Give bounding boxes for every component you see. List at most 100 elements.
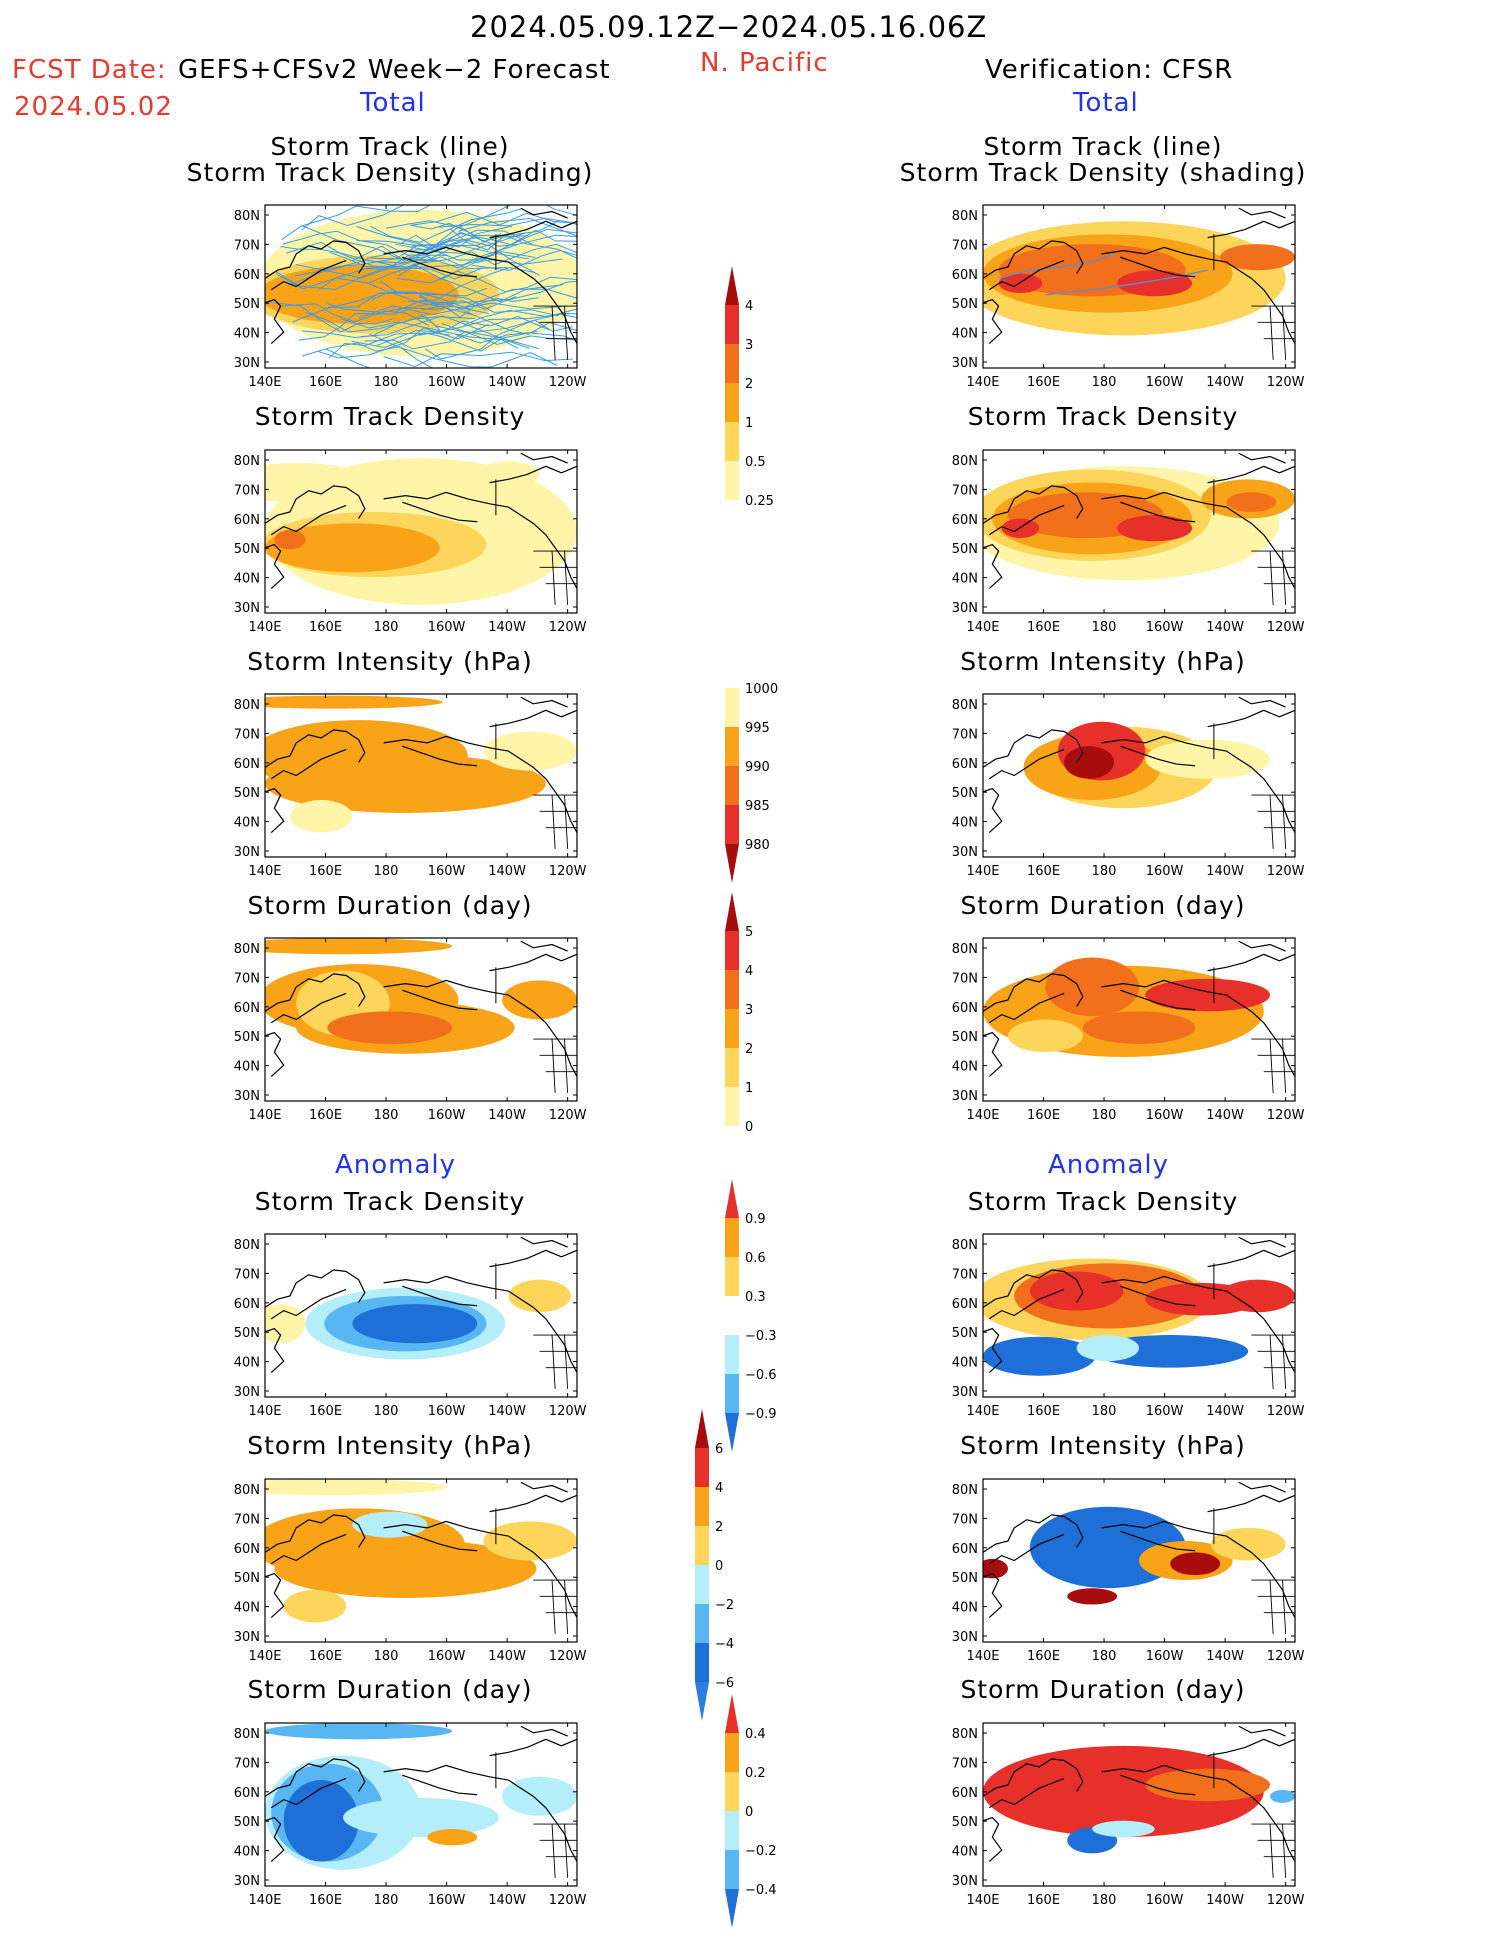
- field-region: [1270, 1789, 1295, 1803]
- lat-tick-label: 70N: [234, 971, 260, 986]
- field-region: [265, 523, 440, 573]
- storm-track-line: [421, 297, 539, 318]
- colorbar-swatch: [725, 344, 739, 383]
- lat-tick-label: 60N: [952, 513, 978, 528]
- lon-tick-label: 160E: [1027, 620, 1060, 635]
- lat-tick-label: 30N: [234, 1874, 260, 1889]
- lat-tick-label: 80N: [234, 1483, 260, 1498]
- lon-tick-label: 120W: [549, 375, 587, 390]
- lat-tick-label: 60N: [234, 1297, 260, 1312]
- lat-tick-label: 30N: [234, 356, 260, 371]
- title-track-line-left: Storm Track (line): [270, 132, 510, 161]
- period-title: 2024.05.09.12Z−2024.05.16.06Z: [470, 10, 988, 44]
- storm-track-line: [455, 332, 577, 344]
- lon-tick-label: 180: [1092, 864, 1117, 879]
- colorbar-swatch: [725, 805, 739, 844]
- colorbar-swatch: [725, 1296, 739, 1335]
- field-region: [1001, 518, 1040, 539]
- lat-tick-label: 50N: [952, 1030, 978, 1045]
- field-region: [483, 731, 577, 771]
- colorbar-swatch: [725, 1733, 739, 1772]
- section-total-right: Total: [1073, 88, 1139, 118]
- colorbar-label: 0.2: [745, 1766, 766, 1781]
- lat-tick-label: 30N: [234, 1385, 260, 1400]
- colorbar-label: 1: [745, 1081, 753, 1096]
- colorbar-label: −2: [715, 1598, 734, 1613]
- title-anom-density-left: Storm Track Density: [254, 1187, 526, 1216]
- lon-tick-label: 160W: [428, 620, 466, 635]
- field-region: [998, 273, 1043, 294]
- colorbar-swatch: [725, 1694, 739, 1733]
- section-anomaly-right: Anomaly: [1048, 1150, 1170, 1180]
- lat-tick-label: 60N: [234, 1542, 260, 1557]
- lon-tick-label: 140E: [966, 1108, 999, 1123]
- colorbar-swatch: [725, 1889, 739, 1928]
- colorbar-swatch: [725, 1126, 739, 1165]
- lon-tick-label: 160W: [1146, 1404, 1184, 1419]
- lon-tick-label: 120W: [1267, 864, 1305, 879]
- colorbar-swatch: [725, 931, 739, 970]
- colorbar-swatch: [725, 1048, 739, 1087]
- field-region: [274, 1539, 537, 1598]
- lat-tick-label: 40N: [234, 572, 260, 587]
- lat-tick-label: 80N: [234, 209, 260, 224]
- lat-tick-label: 70N: [234, 238, 260, 253]
- lon-tick-label: 140W: [1206, 864, 1244, 879]
- title-anom-duration-right: Storm Duration (day): [960, 1675, 1246, 1704]
- lon-tick-label: 140E: [966, 375, 999, 390]
- title-anom-duration-left: Storm Duration (day): [247, 1675, 533, 1704]
- colorbar-swatch: [725, 1811, 739, 1850]
- lon-tick-label: 180: [1092, 1404, 1117, 1419]
- field-region: [1076, 1335, 1139, 1362]
- lat-tick-label: 60N: [952, 757, 978, 772]
- lat-tick-label: 30N: [952, 356, 978, 371]
- lon-tick-label: 140W: [488, 1649, 526, 1664]
- colorbar-label: −6: [715, 1676, 734, 1691]
- title-density-left: Storm Track Density: [254, 402, 526, 431]
- lat-tick-label: 50N: [952, 1571, 978, 1586]
- title-track-shading-left: Storm Track Density (shading): [186, 158, 594, 187]
- lat-tick-label: 70N: [234, 483, 260, 498]
- field-region: [283, 1589, 347, 1623]
- colorbar-density-total: 4 3 2 1 0.5 0.25: [715, 262, 805, 549]
- lat-tick-label: 30N: [234, 601, 260, 616]
- field-region: [1117, 270, 1193, 297]
- field-region: [1145, 978, 1271, 1012]
- colorbar-label: 3: [745, 338, 753, 353]
- colorbar-swatch: [725, 766, 739, 805]
- field-region: [265, 1723, 453, 1740]
- lat-tick-label: 40N: [952, 1356, 978, 1371]
- colorbar-duration-anom: 0.4 0.2 0 −0.2 −0.4: [715, 1690, 805, 1938]
- storm-track-line: [282, 230, 424, 247]
- lat-tick-label: 70N: [234, 1512, 260, 1527]
- map-track-verification: 80N 70N 60N 50N 40N 30N 140E 160E 180 160W 140W 120…: [933, 197, 1305, 402]
- field-region: [1220, 244, 1295, 271]
- colorbar-label: 5: [745, 925, 753, 940]
- storm-track-line: [276, 254, 449, 290]
- title-duration-right: Storm Duration (day): [960, 891, 1246, 920]
- field-region: [483, 1521, 577, 1561]
- lat-tick-label: 70N: [952, 483, 978, 498]
- lat-tick-label: 80N: [234, 1727, 260, 1742]
- colorbar-label: 990: [745, 760, 770, 775]
- map-anom-density-forecast: 80N 70N 60N 50N 40N 30N 140E 160E 180 160W 140W 120…: [215, 1226, 587, 1431]
- storm-track-line: [998, 253, 1115, 280]
- lon-tick-label: 160E: [1027, 375, 1060, 390]
- lat-tick-label: 80N: [952, 1238, 978, 1253]
- lat-tick-label: 60N: [952, 1542, 978, 1557]
- lon-tick-label: 160W: [428, 1893, 466, 1908]
- field-region: [1220, 1279, 1295, 1313]
- lon-tick-label: 120W: [549, 1893, 587, 1908]
- lat-tick-label: 40N: [234, 1601, 260, 1616]
- colorbar-swatch: [695, 1487, 709, 1526]
- lon-tick-label: 160W: [428, 375, 466, 390]
- colorbar-swatch: [725, 266, 739, 305]
- title-density-right: Storm Track Density: [967, 402, 1239, 431]
- lat-tick-label: 80N: [952, 1727, 978, 1742]
- storm-track-line: [356, 225, 513, 248]
- field-region: [265, 695, 443, 709]
- field-region: [477, 461, 540, 488]
- lat-tick-label: 50N: [234, 542, 260, 557]
- lat-tick-label: 70N: [234, 1267, 260, 1282]
- colorbar-label: −0.2: [745, 1844, 777, 1859]
